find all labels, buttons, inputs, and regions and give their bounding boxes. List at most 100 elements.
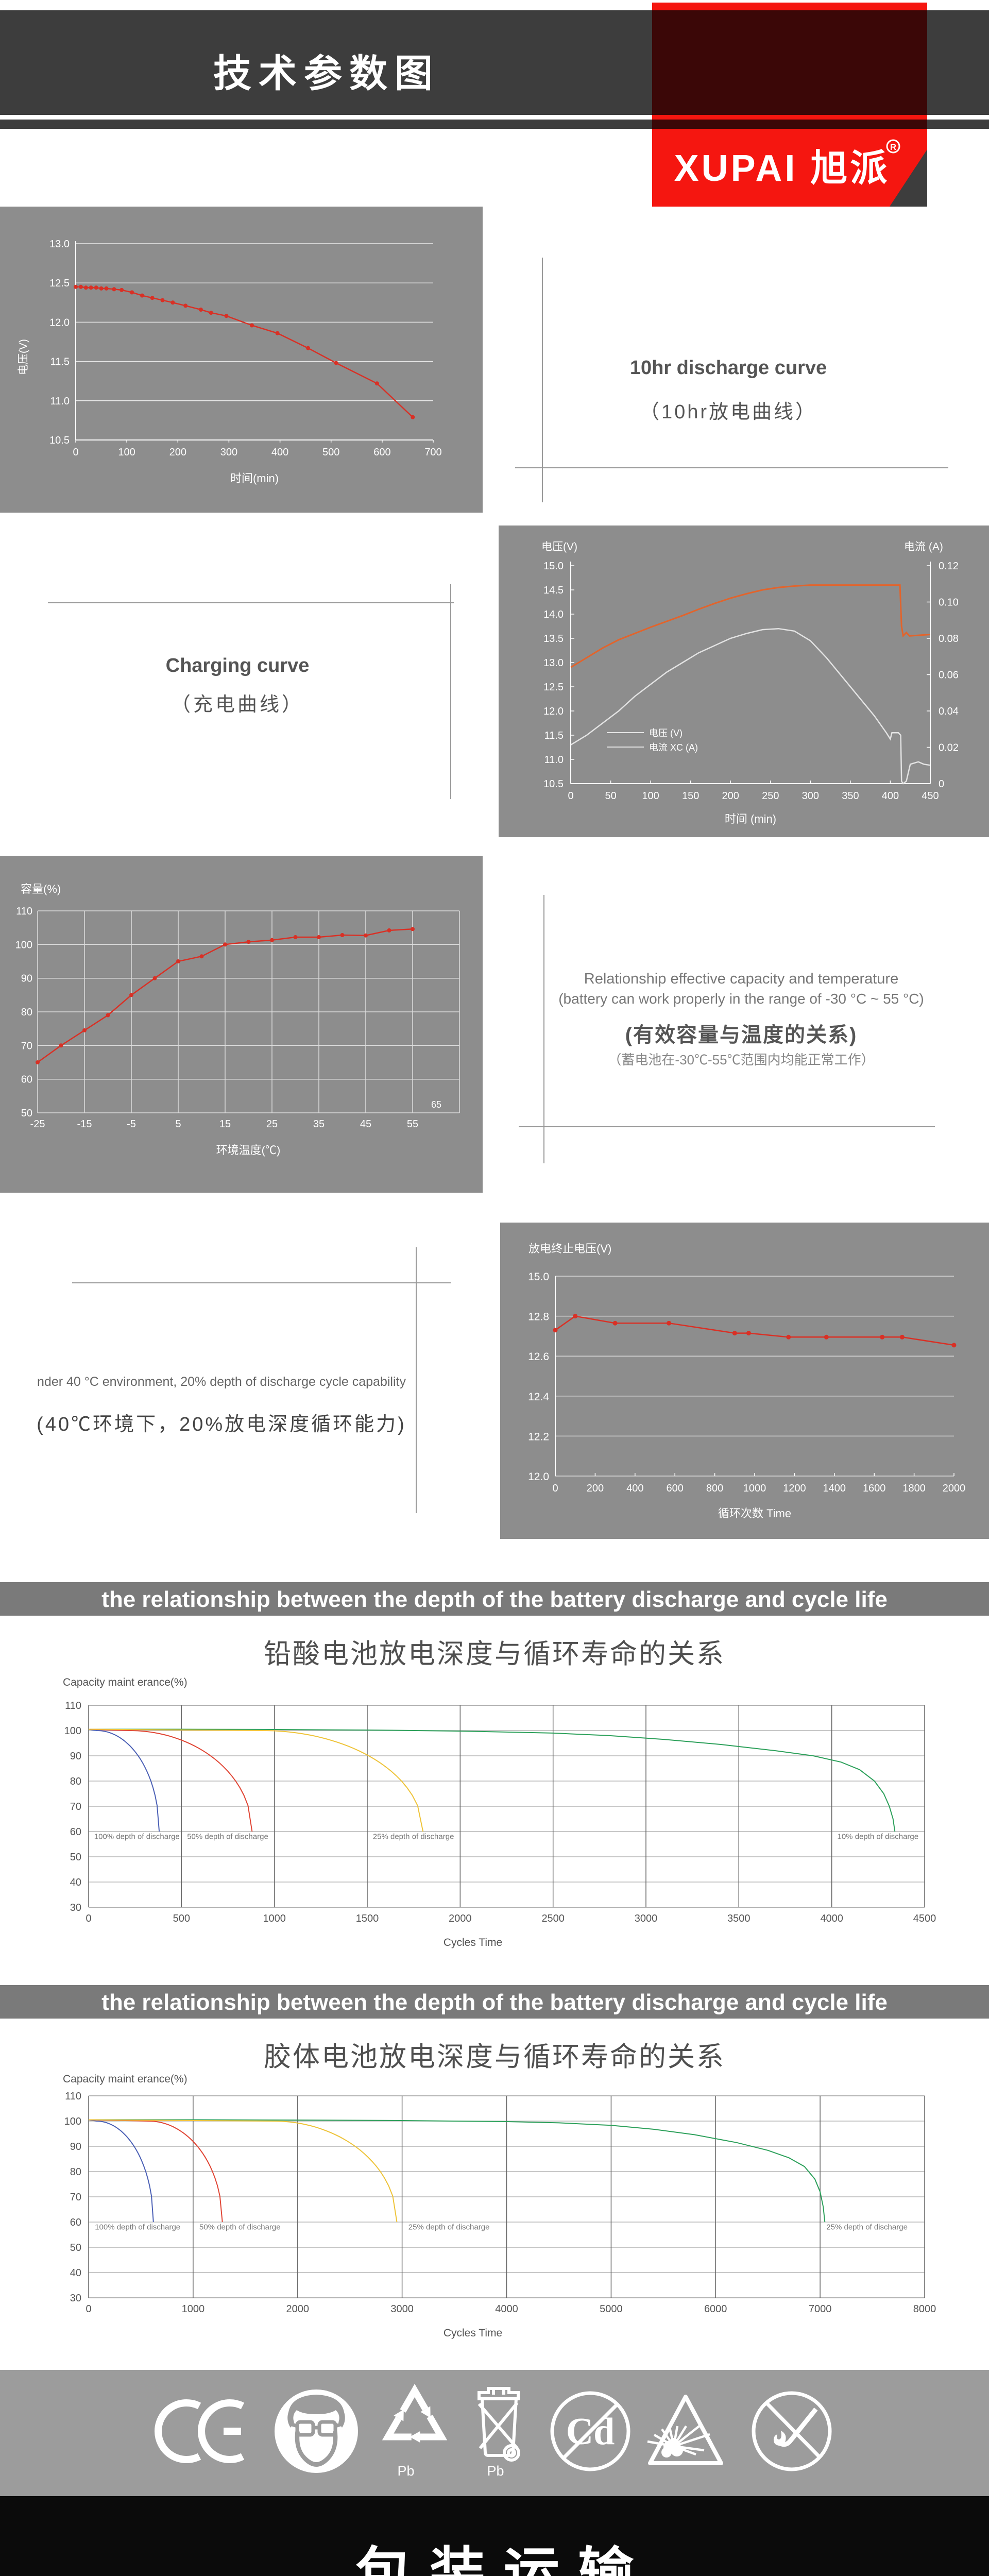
svg-text:5000: 5000 <box>600 2303 623 2315</box>
svg-text:110: 110 <box>65 2091 81 2102</box>
svg-text:12.4: 12.4 <box>528 1391 549 1403</box>
svg-text:2000: 2000 <box>943 1483 966 1494</box>
svg-text:XUPAI 旭派: XUPAI 旭派 <box>674 148 890 189</box>
svg-text:时间(min): 时间(min) <box>230 472 279 485</box>
svg-text:45: 45 <box>360 1118 371 1130</box>
svg-text:60: 60 <box>70 2217 81 2228</box>
svg-text:300: 300 <box>802 790 819 802</box>
svg-text:50: 50 <box>70 1852 81 1863</box>
svg-text:1000: 1000 <box>743 1483 766 1494</box>
svg-text:12.6: 12.6 <box>528 1351 549 1363</box>
svg-text:电压(V): 电压(V) <box>18 339 29 375</box>
svg-text:50% depth of discharge: 50% depth of discharge <box>187 1833 268 1841</box>
svg-text:50% depth of discharge: 50% depth of discharge <box>199 2223 281 2232</box>
svg-text:60: 60 <box>21 1074 32 1086</box>
svg-text:R: R <box>890 142 896 152</box>
svg-text:15: 15 <box>219 1118 231 1130</box>
svg-text:80: 80 <box>21 1007 32 1018</box>
svg-text:3000: 3000 <box>390 2303 414 2315</box>
svg-text:3500: 3500 <box>727 1913 751 1924</box>
svg-text:30: 30 <box>70 2293 81 2304</box>
svg-text:90: 90 <box>21 973 32 985</box>
svg-text:电流 (A): 电流 (A) <box>904 541 943 553</box>
svg-text:循环次数 Time: 循环次数 Time <box>718 1507 791 1520</box>
svg-text:11.5: 11.5 <box>50 357 70 368</box>
svg-text:1500: 1500 <box>356 1913 379 1924</box>
svg-text:100: 100 <box>64 1725 81 1737</box>
svg-text:0.12: 0.12 <box>939 561 959 572</box>
svg-text:50: 50 <box>21 1108 32 1119</box>
svg-text:100% depth of discharge: 100% depth of discharge <box>94 1833 180 1841</box>
svg-text:55: 55 <box>407 1118 418 1130</box>
svg-text:1000: 1000 <box>263 1913 286 1924</box>
svg-text:10.5: 10.5 <box>49 435 70 446</box>
svg-text:100% depth of discharge: 100% depth of discharge <box>95 2223 180 2232</box>
svg-text:300: 300 <box>220 447 237 458</box>
svg-text:40: 40 <box>70 2267 81 2279</box>
svg-text:时间 (min): 时间 (min) <box>725 812 776 825</box>
svg-text:100: 100 <box>642 790 659 802</box>
svg-text:200: 200 <box>722 790 739 802</box>
svg-text:Pb: Pb <box>487 2463 504 2479</box>
svg-text:12.5: 12.5 <box>543 682 564 693</box>
svg-text:12.0: 12.0 <box>543 706 564 717</box>
svg-text:0.04: 0.04 <box>939 706 959 717</box>
svg-text:Pb: Pb <box>397 2463 414 2479</box>
svg-text:12.2: 12.2 <box>528 1431 549 1443</box>
svg-text:0: 0 <box>568 790 573 802</box>
svg-text:15.0: 15.0 <box>543 561 564 572</box>
svg-text:65: 65 <box>431 1099 441 1110</box>
svg-text:电压 (V): 电压 (V) <box>649 728 683 738</box>
svg-text:90: 90 <box>70 1751 81 1762</box>
svg-text:200: 200 <box>169 447 186 458</box>
svg-text:70: 70 <box>21 1040 32 1052</box>
svg-text:15.0: 15.0 <box>528 1271 549 1283</box>
svg-text:60: 60 <box>70 1826 81 1838</box>
svg-text:1000: 1000 <box>182 2303 205 2315</box>
svg-text:25: 25 <box>266 1118 278 1130</box>
svg-text:3000: 3000 <box>635 1913 658 1924</box>
svg-text:14.0: 14.0 <box>543 609 564 620</box>
svg-text:80: 80 <box>70 2166 81 2178</box>
svg-text:Cycles Time: Cycles Time <box>444 1937 502 1948</box>
svg-text:25% depth of discharge: 25% depth of discharge <box>373 1833 454 1841</box>
svg-text:0.06: 0.06 <box>939 670 959 681</box>
svg-text:容量(%): 容量(%) <box>21 883 61 895</box>
svg-text:70: 70 <box>70 2192 81 2203</box>
svg-text:40: 40 <box>70 1877 81 1888</box>
svg-text:110: 110 <box>16 906 32 917</box>
svg-text:5: 5 <box>175 1118 181 1130</box>
svg-text:500: 500 <box>173 1913 190 1924</box>
svg-text:0: 0 <box>86 1913 91 1924</box>
svg-text:0: 0 <box>552 1483 558 1494</box>
svg-text:400: 400 <box>882 790 899 802</box>
svg-text:2000: 2000 <box>449 1913 472 1924</box>
svg-text:7000: 7000 <box>809 2303 832 2315</box>
svg-text:100: 100 <box>118 447 135 458</box>
svg-text:200: 200 <box>587 1483 604 1494</box>
svg-text:13.5: 13.5 <box>543 633 564 645</box>
svg-text:0.08: 0.08 <box>939 633 959 645</box>
svg-text:Capacity maint erance(%): Capacity maint erance(%) <box>63 2073 187 2085</box>
svg-text:环境温度(℃): 环境温度(℃) <box>216 1144 281 1157</box>
svg-text:700: 700 <box>424 447 441 458</box>
svg-text:12.8: 12.8 <box>528 1311 549 1323</box>
svg-text:0: 0 <box>86 2303 91 2315</box>
svg-text:电压(V): 电压(V) <box>541 541 577 553</box>
svg-text:1800: 1800 <box>902 1483 926 1494</box>
svg-text:600: 600 <box>373 447 390 458</box>
svg-text:10% depth of discharge: 10% depth of discharge <box>838 1833 919 1841</box>
svg-text:13.0: 13.0 <box>49 239 70 250</box>
svg-text:-25: -25 <box>30 1118 45 1130</box>
svg-text:13.0: 13.0 <box>543 657 564 669</box>
svg-text:80: 80 <box>70 1776 81 1787</box>
svg-text:1200: 1200 <box>783 1483 806 1494</box>
svg-text:350: 350 <box>842 790 859 802</box>
svg-text:100: 100 <box>15 939 32 951</box>
svg-text:0: 0 <box>939 778 944 790</box>
svg-text:-15: -15 <box>77 1118 92 1130</box>
svg-text:90: 90 <box>70 2141 81 2153</box>
svg-text:0: 0 <box>73 447 78 458</box>
svg-text:50: 50 <box>70 2242 81 2253</box>
svg-text:14.5: 14.5 <box>543 585 564 596</box>
